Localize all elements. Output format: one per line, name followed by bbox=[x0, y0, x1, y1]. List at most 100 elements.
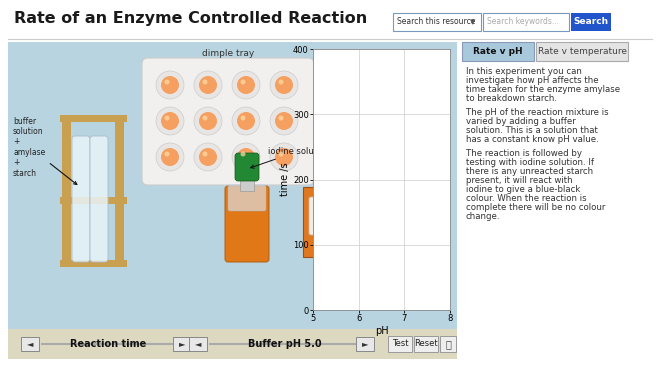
FancyBboxPatch shape bbox=[303, 187, 403, 257]
FancyBboxPatch shape bbox=[380, 105, 438, 127]
Circle shape bbox=[232, 71, 260, 99]
Y-axis label: time /s: time /s bbox=[280, 163, 290, 196]
Circle shape bbox=[203, 116, 207, 120]
Circle shape bbox=[164, 152, 170, 156]
FancyBboxPatch shape bbox=[536, 42, 628, 61]
Text: 00:00: 00:00 bbox=[321, 204, 385, 224]
Circle shape bbox=[156, 107, 184, 135]
Text: Reaction time: Reaction time bbox=[70, 339, 146, 349]
Bar bbox=[60, 197, 127, 204]
FancyBboxPatch shape bbox=[228, 185, 266, 211]
Text: solution. This is a solution that: solution. This is a solution that bbox=[466, 126, 598, 135]
Circle shape bbox=[194, 71, 222, 99]
Text: investigate how pH affects the: investigate how pH affects the bbox=[466, 76, 599, 85]
Circle shape bbox=[237, 112, 255, 130]
Bar bbox=[60, 260, 127, 267]
Text: buffer
solution
+
amylase
+
starch: buffer solution + amylase + starch bbox=[13, 116, 77, 185]
Circle shape bbox=[161, 76, 179, 94]
Circle shape bbox=[270, 107, 298, 135]
Text: Rate v temperature: Rate v temperature bbox=[537, 47, 626, 56]
Bar bbox=[62, 117, 71, 267]
Text: ►: ► bbox=[179, 339, 185, 349]
Text: Clear all: Clear all bbox=[390, 112, 428, 120]
FancyBboxPatch shape bbox=[72, 136, 90, 262]
Text: ◄: ◄ bbox=[27, 339, 33, 349]
Text: present, it will react with: present, it will react with bbox=[466, 176, 573, 185]
FancyBboxPatch shape bbox=[414, 336, 438, 352]
Text: has a constant know pH value.: has a constant know pH value. bbox=[466, 135, 599, 144]
Circle shape bbox=[240, 116, 246, 120]
FancyBboxPatch shape bbox=[189, 337, 207, 351]
Circle shape bbox=[161, 148, 179, 166]
FancyBboxPatch shape bbox=[21, 337, 39, 351]
Bar bbox=[8, 42, 457, 329]
Text: iodine solution: iodine solution bbox=[251, 146, 330, 168]
Text: ⤢: ⤢ bbox=[445, 339, 451, 349]
Text: ►: ► bbox=[362, 339, 368, 349]
FancyBboxPatch shape bbox=[142, 58, 314, 185]
Text: ▼: ▼ bbox=[471, 19, 476, 25]
Text: The pH of the reaction mixture is: The pH of the reaction mixture is bbox=[466, 108, 609, 117]
Text: time taken for the enzyme amylase: time taken for the enzyme amylase bbox=[466, 85, 620, 94]
Text: ◄: ◄ bbox=[195, 339, 201, 349]
Circle shape bbox=[156, 71, 184, 99]
Text: In this experiment you can: In this experiment you can bbox=[466, 67, 582, 76]
Circle shape bbox=[279, 152, 284, 156]
Text: Plot point: Plot point bbox=[323, 112, 366, 120]
Text: change.: change. bbox=[466, 212, 500, 221]
FancyBboxPatch shape bbox=[571, 13, 611, 31]
FancyBboxPatch shape bbox=[315, 105, 375, 127]
Bar bbox=[8, 329, 457, 359]
FancyBboxPatch shape bbox=[356, 337, 374, 351]
Bar bbox=[115, 117, 124, 267]
Text: there is any unreacted starch: there is any unreacted starch bbox=[466, 167, 593, 176]
FancyBboxPatch shape bbox=[173, 337, 191, 351]
Circle shape bbox=[237, 76, 255, 94]
Circle shape bbox=[199, 148, 217, 166]
Circle shape bbox=[156, 143, 184, 171]
Circle shape bbox=[194, 143, 222, 171]
Circle shape bbox=[161, 112, 179, 130]
Bar bbox=[240, 175, 254, 191]
X-axis label: pH: pH bbox=[375, 326, 388, 336]
Circle shape bbox=[194, 107, 222, 135]
Circle shape bbox=[240, 80, 246, 84]
Text: Reset: Reset bbox=[414, 339, 438, 349]
Circle shape bbox=[240, 152, 246, 156]
FancyBboxPatch shape bbox=[309, 197, 397, 235]
Text: complete there will be no colour: complete there will be no colour bbox=[466, 203, 605, 212]
Text: to breakdown starch.: to breakdown starch. bbox=[466, 94, 557, 103]
FancyBboxPatch shape bbox=[462, 42, 534, 61]
FancyBboxPatch shape bbox=[483, 13, 569, 31]
FancyBboxPatch shape bbox=[225, 186, 269, 262]
Circle shape bbox=[203, 80, 207, 84]
Text: Search: Search bbox=[574, 18, 609, 26]
Text: iodine to give a blue-black: iodine to give a blue-black bbox=[466, 185, 580, 194]
FancyBboxPatch shape bbox=[388, 336, 412, 352]
Text: varied by adding a buffer: varied by adding a buffer bbox=[466, 117, 576, 126]
FancyBboxPatch shape bbox=[440, 336, 456, 352]
Circle shape bbox=[237, 148, 255, 166]
Text: Search this resource: Search this resource bbox=[397, 18, 475, 26]
Circle shape bbox=[164, 80, 170, 84]
Text: Test: Test bbox=[392, 339, 409, 349]
FancyBboxPatch shape bbox=[393, 13, 481, 31]
Text: Buffer pH 5.0: Buffer pH 5.0 bbox=[248, 339, 322, 349]
Circle shape bbox=[164, 116, 170, 120]
Text: min : s: min : s bbox=[335, 239, 372, 249]
Circle shape bbox=[232, 143, 260, 171]
Text: Rate v pH: Rate v pH bbox=[473, 47, 523, 56]
Circle shape bbox=[275, 148, 293, 166]
FancyBboxPatch shape bbox=[235, 153, 259, 181]
Text: Rate of an Enzyme Controlled Reaction: Rate of an Enzyme Controlled Reaction bbox=[14, 11, 367, 26]
Circle shape bbox=[270, 143, 298, 171]
Circle shape bbox=[203, 152, 207, 156]
Circle shape bbox=[199, 112, 217, 130]
Circle shape bbox=[199, 76, 217, 94]
Bar bbox=[460, 61, 656, 329]
Circle shape bbox=[275, 112, 293, 130]
Text: The reaction is followed by: The reaction is followed by bbox=[466, 149, 582, 158]
FancyBboxPatch shape bbox=[90, 136, 108, 262]
Circle shape bbox=[270, 71, 298, 99]
Text: Search keywords...: Search keywords... bbox=[487, 18, 559, 26]
